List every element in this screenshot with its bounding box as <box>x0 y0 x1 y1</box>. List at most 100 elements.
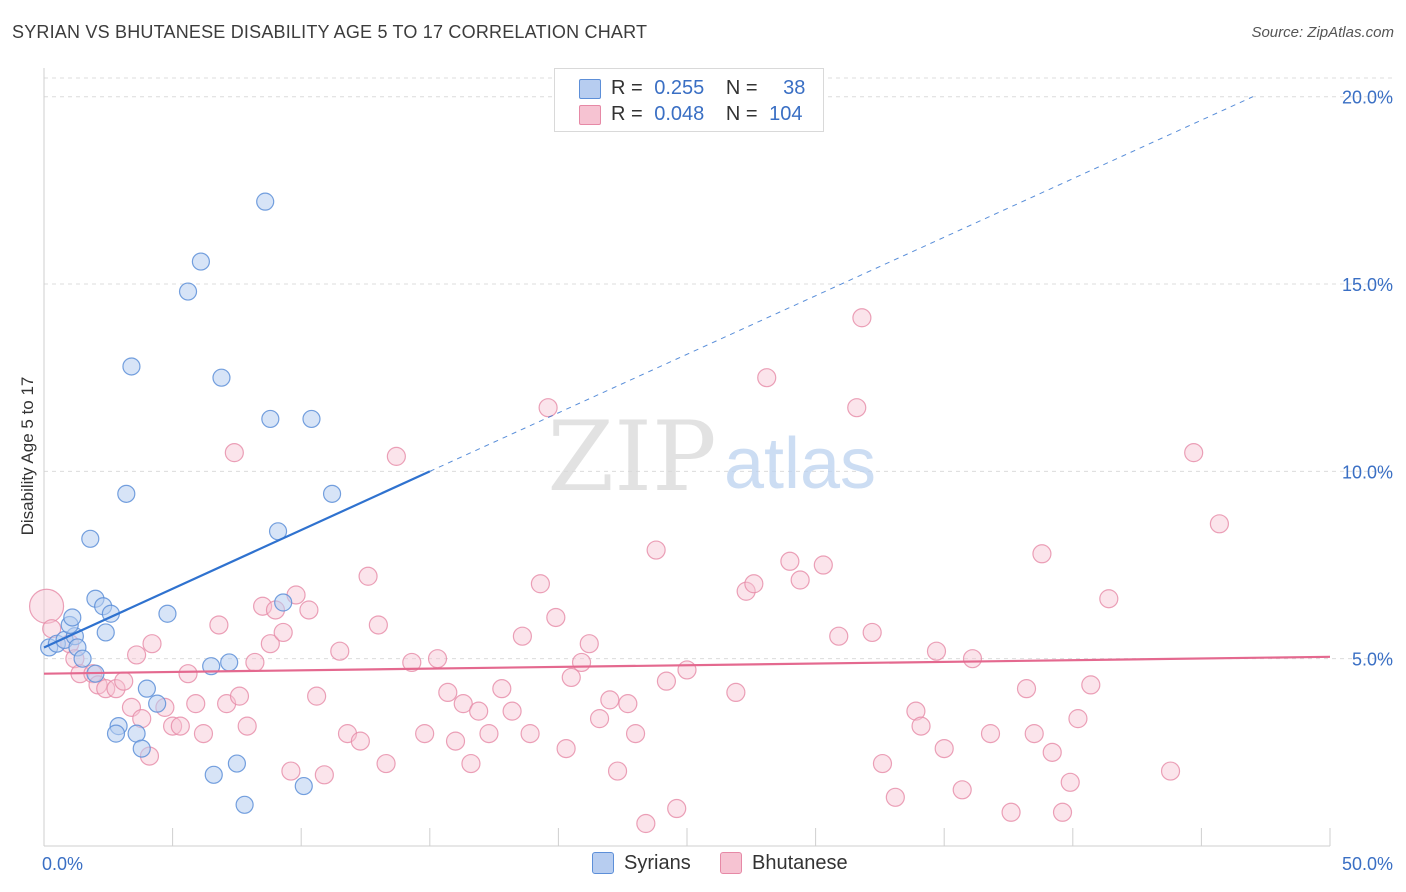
bhutanese-point <box>1184 443 1204 463</box>
bhutanese-point <box>607 761 628 781</box>
trend-lines <box>43 96 1331 675</box>
legend-label-bhutanese: Bhutanese <box>752 852 848 874</box>
bhutanese-point <box>829 626 849 646</box>
bhutanese-point <box>469 701 489 721</box>
bhutanese-point <box>677 660 697 680</box>
bhutanese-point <box>980 724 1001 744</box>
syrian-point <box>256 192 275 211</box>
syrian-point <box>235 795 254 814</box>
grid-lines <box>44 77 1394 660</box>
bhutanese-point <box>492 679 512 699</box>
x-tick-label: 0.0% <box>42 854 83 874</box>
bhutanese-point <box>178 664 198 684</box>
bhutanese-point <box>479 724 499 744</box>
y-axis-label: Disability Age 5 to 17 <box>18 376 37 536</box>
bhutanese-point <box>445 731 466 751</box>
bhutanese-point <box>358 566 378 586</box>
tick-labels: 5.0% 10.0% 15.0% 20.0% 0.0% 50.0% <box>42 88 1393 874</box>
bhutanese-point <box>224 443 244 463</box>
bhutanese-point <box>427 649 448 669</box>
bhutanese-point <box>376 753 396 774</box>
bhutanese-point <box>260 634 280 654</box>
bhutanese-point <box>461 753 481 774</box>
legend-n-value-bhutanese: 104 <box>769 103 803 125</box>
bhutanese-point <box>402 652 422 673</box>
bhutanese-point <box>872 753 893 774</box>
bhutanese-point <box>520 724 540 744</box>
bhutanese-point <box>926 641 947 661</box>
syrian-point <box>106 724 126 743</box>
bhutanese-point <box>1209 514 1230 534</box>
watermark-zip: ZIP <box>547 401 716 513</box>
syrian-point <box>137 679 156 698</box>
syrian-point <box>227 754 246 773</box>
bhutanese-point <box>561 667 581 688</box>
bhutanese-point <box>368 615 388 635</box>
bhutanese-point <box>245 652 265 673</box>
bhutanese-point <box>538 398 558 418</box>
bhutanese-points <box>28 308 1230 834</box>
legend-swatch-bhutanese <box>579 105 601 125</box>
bhutanese-point <box>579 634 599 654</box>
bhutanese-point <box>780 551 800 571</box>
bhutanese-point <box>273 622 293 643</box>
bhutanese-point <box>1001 802 1021 822</box>
bhutanese-point <box>28 588 65 624</box>
bhutanese-point <box>757 368 777 388</box>
bhutanese-point <box>1032 544 1052 564</box>
bhutanese-point <box>813 555 833 575</box>
bhutanese-point <box>330 641 350 661</box>
bhutanese-point <box>209 615 229 635</box>
bhutanese-point <box>307 686 327 706</box>
bhutanese-point <box>229 686 250 706</box>
bhutanese-point <box>726 682 746 703</box>
y-tick-label: 10.0% <box>1342 462 1393 482</box>
legend-r-value-bhutanese: 0.048 <box>654 103 705 125</box>
bhutanese-point <box>1016 679 1037 699</box>
syrian-point <box>322 484 342 503</box>
bhutanese-point <box>1052 802 1073 822</box>
bhutanese-point <box>186 694 206 714</box>
legend-r-label: R = <box>611 103 643 125</box>
legend-r-value-syrian: 0.255 <box>654 77 705 99</box>
syrian-point <box>148 694 167 713</box>
bhutanese-point <box>281 761 301 781</box>
bhutanese-point <box>1024 724 1044 744</box>
bhutanese-point <box>512 626 532 646</box>
bhutanese-point <box>736 581 756 601</box>
syrian-point <box>81 529 100 548</box>
bhutanese-point <box>1160 761 1181 781</box>
legend-n-label: N = <box>725 103 758 125</box>
bhutanese-point <box>1099 589 1119 609</box>
legend-label-syrians: Syrians <box>624 852 691 874</box>
series-legend: Syrians Bhutanese <box>0 850 1406 878</box>
bhutanese-point <box>314 765 334 785</box>
bhutanese-point <box>1060 772 1080 792</box>
bhutanese-point <box>237 716 257 736</box>
source-credit: Source: ZipAtlas.com <box>1251 24 1394 41</box>
syrian-point <box>96 623 115 642</box>
syrian-point <box>191 252 210 271</box>
bhutanese-point <box>350 731 370 751</box>
syrian-point <box>122 357 141 376</box>
syrian-trend-extension <box>429 96 1254 472</box>
bhutanese-point <box>170 716 190 736</box>
bhutanese-trend-line <box>43 655 1331 675</box>
bhutanese-point <box>415 724 435 744</box>
legend-n-label: N = <box>725 77 758 99</box>
bhutanese-point <box>885 787 905 807</box>
bhutanese-point <box>453 694 473 714</box>
watermark: ZIP atlas <box>547 401 876 513</box>
bhutanese-point <box>126 645 147 665</box>
bhutanese-point <box>502 701 522 721</box>
bhutanese-point <box>906 701 926 721</box>
legend-r-label: R = <box>611 77 643 99</box>
legend-swatch-bhutanese <box>720 852 742 874</box>
bhutanese-point <box>589 709 610 729</box>
axes <box>43 68 1331 847</box>
bhutanese-point <box>744 574 764 594</box>
bhutanese-point <box>571 652 592 673</box>
syrian-point <box>73 649 92 668</box>
y-tick-label: 15.0% <box>1342 275 1393 295</box>
bhutanese-point <box>600 690 620 710</box>
